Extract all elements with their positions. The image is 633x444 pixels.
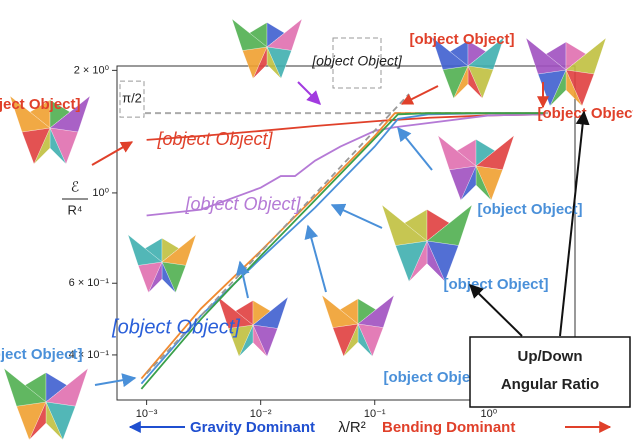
saddle-image: [9, 95, 91, 165]
arrow: [330, 203, 383, 229]
arrow: [559, 110, 590, 337]
saddle-facet: [321, 294, 359, 328]
saddle-images: [3, 18, 607, 441]
ratio-box-line: Up/Down: [518, 348, 583, 365]
ratio-label: [object Object]: [0, 96, 81, 113]
y-tick-label: 6 × 10⁻¹: [69, 277, 110, 289]
ratio-label: [object Object]: [409, 31, 514, 48]
y-tick-label: 10⁰: [92, 187, 109, 199]
saddle-image: [431, 36, 505, 99]
ratio-label: [object Object]: [537, 105, 633, 122]
series-line: [146, 113, 545, 217]
series-line: [145, 93, 410, 375]
ratio-label: [object Object]: [383, 369, 488, 386]
saddle-image: [525, 37, 607, 107]
arrow: [469, 284, 523, 337]
arrow: [94, 373, 137, 388]
annotation: [object Object]: [311, 53, 403, 69]
saddle-image: [127, 234, 197, 293]
x-tick-label: 10⁰: [480, 408, 497, 420]
ratio-label: [object Object]: [477, 201, 582, 218]
saddle-facet: [381, 204, 428, 246]
saddle-facet: [217, 296, 254, 329]
y-tick-label: 2 × 10⁰: [74, 64, 110, 76]
x-tick-label: 10⁻²: [250, 408, 272, 420]
x-tick-label: 10⁻³: [136, 408, 158, 420]
arrow: [304, 224, 327, 293]
y-axis-label: ℰ: [71, 179, 79, 195]
x-tick-label: 10⁻¹: [364, 408, 386, 420]
saddle-facet: [9, 95, 51, 133]
saddle-image: [437, 135, 515, 201]
arrows: [91, 81, 612, 433]
arrow: [297, 81, 321, 105]
saddle-facet: [127, 234, 163, 266]
x-axis-label: λ/R²: [338, 419, 366, 436]
arrow: [235, 260, 250, 299]
reference-label-box: [119, 80, 145, 118]
arrow: [91, 141, 134, 166]
saddle-image: [217, 296, 289, 357]
ratio-label: [object Object]: [443, 276, 548, 293]
annotation: [object Object]: [156, 129, 273, 149]
saddle-image: [3, 367, 89, 441]
annotation: [object Object]: [184, 194, 301, 214]
series-line: [140, 112, 545, 390]
saddle-facet: [437, 135, 477, 170]
reference-label: π/2: [122, 91, 142, 106]
saddle-facet: [525, 37, 567, 75]
saddle-image: [381, 204, 473, 282]
y-tick-label: 4 × 10⁻¹: [69, 349, 110, 361]
arrow: [397, 126, 433, 171]
ratio-box-line: Angular Ratio: [501, 376, 599, 393]
regime-label: Gravity Dominant: [190, 419, 315, 436]
ratio-box: [469, 336, 631, 408]
saddle-facet: [431, 36, 469, 70]
ratio-label: [object Object]: [0, 346, 83, 363]
arrow: [400, 85, 439, 105]
annotation: [object Object]: [111, 316, 240, 338]
regime-label: Bending Dominant: [382, 419, 515, 436]
annotation-box: [332, 37, 382, 89]
saddle-image: [231, 18, 303, 79]
y-axis-label: R⁴: [68, 202, 83, 217]
saddle-image: [321, 294, 395, 357]
saddle-facet: [3, 367, 47, 407]
saddle-facet: [231, 18, 268, 51]
